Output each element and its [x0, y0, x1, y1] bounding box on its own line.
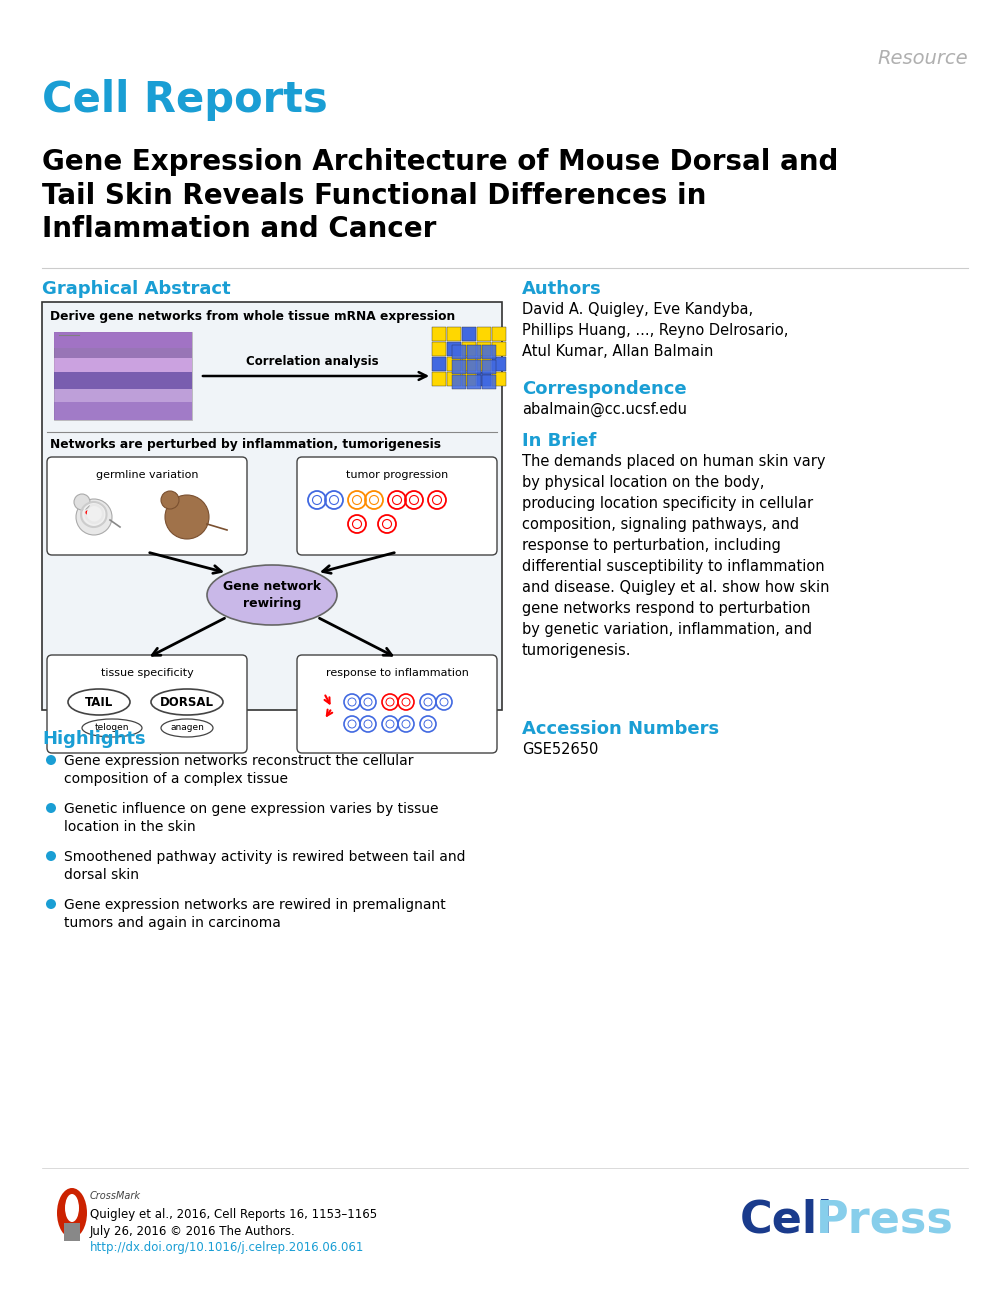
Ellipse shape	[151, 689, 223, 715]
Circle shape	[46, 851, 56, 861]
Ellipse shape	[82, 719, 142, 737]
Text: The demands placed on human skin vary
by physical location on the body,
producin: The demands placed on human skin vary by…	[522, 454, 829, 658]
Bar	[477, 328, 491, 341]
Text: abalmain@cc.ucsf.edu: abalmain@cc.ucsf.edu	[522, 402, 687, 418]
Text: In Brief: In Brief	[522, 432, 596, 450]
Circle shape	[46, 803, 56, 813]
Bar	[432, 328, 446, 341]
Text: CrossMark: CrossMark	[90, 1191, 141, 1201]
Bar	[482, 345, 496, 359]
Text: Quigley et al., 2016, Cell Reports 16, 1153–1165: Quigley et al., 2016, Cell Reports 16, 1…	[90, 1208, 377, 1221]
Ellipse shape	[161, 719, 213, 737]
Text: July 26, 2016 © 2016 The Authors.: July 26, 2016 © 2016 The Authors.	[90, 1225, 295, 1238]
Bar	[54, 331, 192, 348]
Text: DORSAL: DORSAL	[160, 696, 214, 709]
Text: Correlation analysis: Correlation analysis	[245, 355, 378, 368]
Text: http://dx.doi.org/10.1016/j.celrep.2016.06.061: http://dx.doi.org/10.1016/j.celrep.2016.…	[90, 1241, 365, 1254]
Text: response to inflammation: response to inflammation	[326, 668, 468, 679]
Text: Gene network
rewiring: Gene network rewiring	[223, 579, 321, 609]
Bar	[462, 328, 476, 341]
Bar	[492, 328, 506, 341]
Bar	[452, 360, 466, 375]
Text: Gene Expression Architecture of Mouse Dorsal and
Tail Skin Reveals Functional Di: Gene Expression Architecture of Mouse Do…	[42, 147, 838, 243]
Text: Cell Reports: Cell Reports	[42, 80, 328, 121]
FancyBboxPatch shape	[297, 457, 497, 555]
Text: Authors: Authors	[522, 281, 602, 298]
Text: Smoothened pathway activity is rewired between tail and
dorsal skin: Smoothened pathway activity is rewired b…	[64, 850, 465, 882]
Bar	[54, 389, 192, 402]
Text: Derive gene networks from whole tissue mRNA expression: Derive gene networks from whole tissue m…	[50, 311, 455, 324]
Circle shape	[165, 495, 209, 539]
Text: Genetic influence on gene expression varies by tissue
location in the skin: Genetic influence on gene expression var…	[64, 803, 438, 834]
Bar	[447, 328, 461, 341]
Text: tumor progression: tumor progression	[346, 470, 448, 480]
Bar	[477, 372, 491, 386]
Text: TAIL: TAIL	[84, 696, 114, 709]
Bar	[452, 375, 466, 389]
Bar	[432, 342, 446, 356]
Text: Highlights: Highlights	[42, 729, 146, 748]
FancyBboxPatch shape	[47, 457, 247, 555]
Text: Correspondence: Correspondence	[522, 380, 686, 398]
Bar	[432, 372, 446, 386]
Text: ◉: ◉	[80, 500, 108, 529]
Text: Press: Press	[816, 1198, 954, 1241]
Circle shape	[46, 899, 56, 910]
Bar	[492, 358, 506, 371]
Text: germline variation: germline variation	[95, 470, 198, 480]
Bar	[54, 348, 192, 359]
Ellipse shape	[57, 1188, 87, 1238]
Circle shape	[76, 499, 112, 535]
Bar	[54, 359, 192, 372]
Bar	[64, 1223, 80, 1241]
Text: Resource: Resource	[877, 48, 968, 68]
Circle shape	[74, 495, 90, 510]
Bar	[482, 360, 496, 375]
Bar	[54, 331, 192, 420]
Bar	[447, 342, 461, 356]
Bar	[492, 342, 506, 356]
Bar	[482, 375, 496, 389]
Bar	[467, 345, 481, 359]
Bar	[432, 358, 446, 371]
Text: GSE52650: GSE52650	[522, 743, 598, 757]
Text: David A. Quigley, Eve Kandyba,
Phillips Huang, ..., Reyno Delrosario,
Atul Kumar: David A. Quigley, Eve Kandyba, Phillips …	[522, 301, 788, 359]
Text: Gene expression networks reconstruct the cellular
composition of a complex tissu: Gene expression networks reconstruct the…	[64, 754, 413, 787]
Bar	[462, 342, 476, 356]
Bar	[477, 342, 491, 356]
Bar	[54, 372, 192, 389]
Text: tissue specificity: tissue specificity	[100, 668, 193, 679]
Text: telogen: telogen	[94, 723, 130, 732]
Ellipse shape	[207, 565, 337, 625]
FancyBboxPatch shape	[47, 655, 247, 753]
Text: Cell: Cell	[740, 1198, 833, 1241]
Text: Gene expression networks are rewired in premalignant
tumors and again in carcino: Gene expression networks are rewired in …	[64, 898, 446, 930]
FancyBboxPatch shape	[297, 655, 497, 753]
Text: Accession Numbers: Accession Numbers	[522, 720, 720, 739]
Bar	[462, 372, 476, 386]
Ellipse shape	[68, 689, 130, 715]
Bar	[462, 358, 476, 371]
Text: Networks are perturbed by inflammation, tumorigenesis: Networks are perturbed by inflammation, …	[50, 438, 441, 452]
Text: Graphical Abstract: Graphical Abstract	[42, 281, 230, 298]
Text: anagen: anagen	[170, 723, 204, 732]
Bar	[447, 372, 461, 386]
Bar	[492, 372, 506, 386]
Bar	[467, 360, 481, 375]
FancyBboxPatch shape	[42, 301, 502, 710]
Bar	[447, 358, 461, 371]
Bar	[477, 358, 491, 371]
Bar	[467, 375, 481, 389]
Ellipse shape	[65, 1194, 79, 1221]
Text: ○: ○	[78, 497, 110, 531]
Circle shape	[46, 756, 56, 765]
Bar	[54, 402, 192, 420]
Circle shape	[161, 491, 179, 509]
Bar	[452, 345, 466, 359]
